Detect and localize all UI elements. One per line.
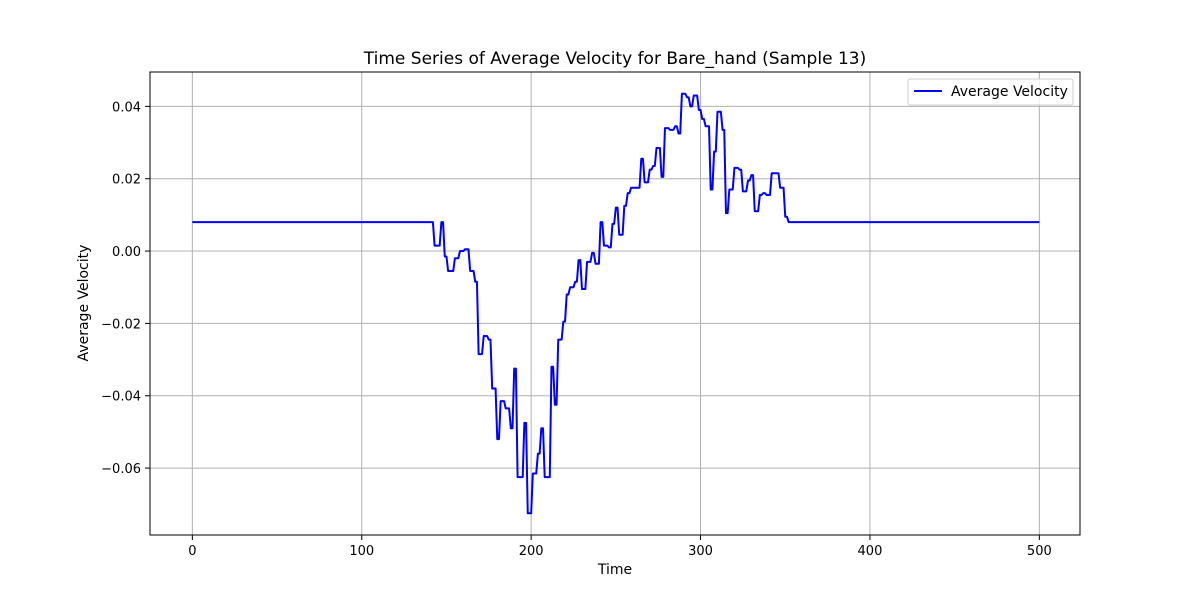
plot-frame [149, 71, 1081, 536]
legend-label: Average Velocity [951, 84, 1068, 100]
x-tick-label: 100 [349, 544, 374, 559]
chart-title: Time Series of Average Velocity for Bare… [363, 49, 866, 69]
y-tick-label: −0.04 [101, 390, 141, 405]
legend: Average Velocity [907, 78, 1074, 106]
legend-box [907, 78, 1074, 106]
x-tick-label: 500 [1027, 544, 1052, 559]
y-tick-label: 0.02 [112, 173, 141, 188]
axis-ticks: 0 100 200 300 400 500 −0.06 −0.04 −0.02 0.00 0.02 0… [101, 100, 1052, 559]
y-tick-label: 0.00 [112, 245, 141, 260]
x-tick-label: 300 [688, 544, 713, 559]
y-tick-label: −0.06 [101, 462, 141, 477]
x-tick-label: 0 [188, 544, 196, 559]
x-tick-label: 200 [519, 544, 544, 559]
y-tick-label: −0.02 [101, 317, 141, 332]
series-line-average-velocity [192, 92, 1040, 515]
x-tick-label: 400 [858, 544, 883, 559]
x-axis-label: Time [597, 562, 632, 578]
series-layer [192, 92, 1040, 515]
y-axis-label: Average Velocity [76, 245, 92, 362]
y-tick-label: 0.04 [112, 100, 141, 115]
grid-lines [150, 72, 1080, 535]
